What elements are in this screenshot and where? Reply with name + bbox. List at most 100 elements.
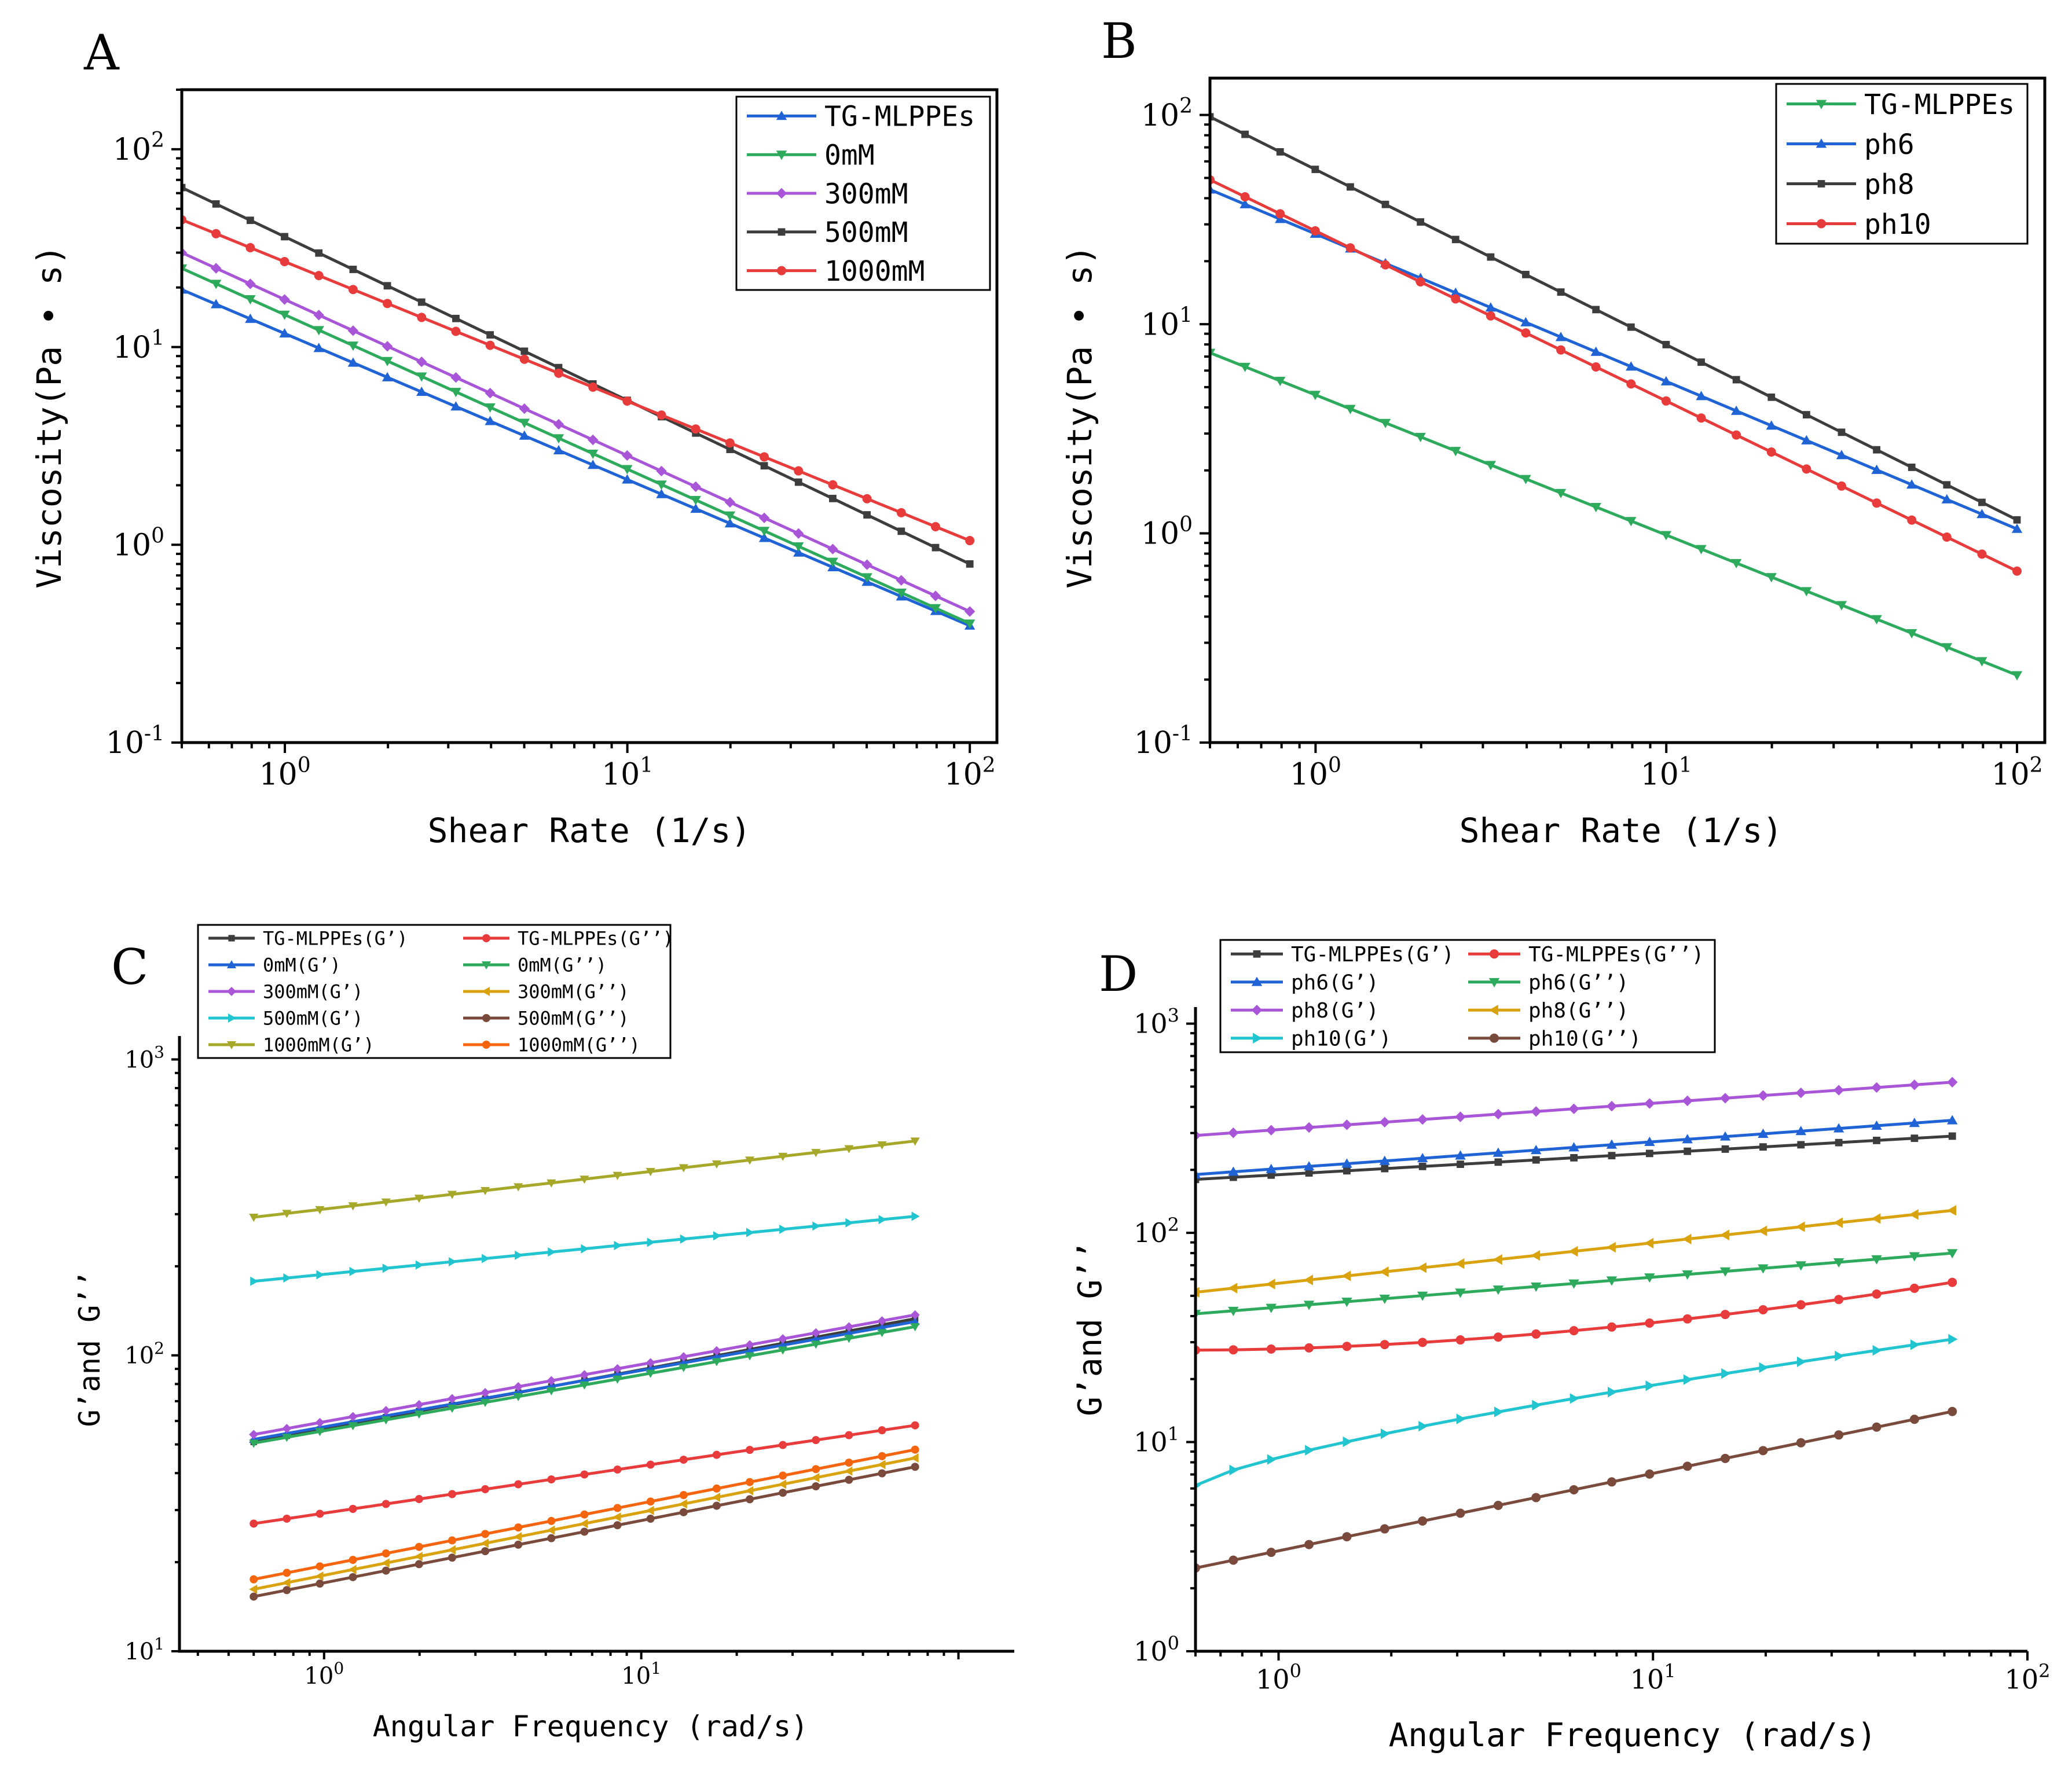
panel-c-ticks: 100 101 101 102 103 xyxy=(124,1043,960,1689)
panel-d-data-point xyxy=(1455,1288,1466,1298)
panel-b-y-tick-label: 102 xyxy=(1141,94,1193,133)
panel-a-data-point xyxy=(211,229,221,238)
panel-a-series-line xyxy=(182,218,971,542)
panel-d-data-point xyxy=(1758,1225,1767,1236)
panel-a-data-point xyxy=(964,606,976,617)
panel-a-series-line xyxy=(182,251,971,613)
panel-b-data-point xyxy=(1210,113,1214,121)
panel-b-data-point xyxy=(1415,432,1426,443)
panel-b-data-point xyxy=(1871,615,1882,624)
panel-d-legend-label: ph10(G’’) xyxy=(1528,1027,1641,1051)
panel-b-x-axis-label: Shear Rate (1/s) xyxy=(1459,811,1783,850)
panel-d-data-point xyxy=(1341,1270,1351,1281)
panel-c-data-point xyxy=(315,1417,325,1427)
panel-b-data-point xyxy=(1836,481,1846,491)
panel-a-data-point xyxy=(930,521,940,531)
panel-b-legend-label: ph10 xyxy=(1864,208,1931,241)
panel-b-data-point xyxy=(1730,559,1742,568)
panel-c-data-point xyxy=(382,1500,390,1508)
panel-b-data-point xyxy=(1380,418,1391,428)
panel-c-data-point xyxy=(580,1519,588,1529)
panel-d-data-point xyxy=(1455,1508,1465,1518)
panel-c-data-point xyxy=(646,1497,655,1506)
panel-d-data-point xyxy=(1834,1295,1844,1305)
panel-b-data-point xyxy=(1907,515,1917,525)
panel-b-data-point xyxy=(1310,226,1320,236)
panel-d-data-point xyxy=(1492,1254,1502,1265)
panel-b-data-point xyxy=(1239,199,1250,208)
panel-c-data-point xyxy=(547,1376,556,1386)
panel-letter-d: D xyxy=(1099,946,1138,1002)
panel-c-data-point xyxy=(514,1183,523,1192)
panel-d-legend-marker xyxy=(1490,949,1499,959)
panel-a-data-point xyxy=(245,243,255,252)
panel-d-data-point xyxy=(1948,1334,1958,1345)
panel-c-data-point xyxy=(779,1489,787,1497)
panel-c-data-point xyxy=(348,1202,358,1211)
panel-b-y-tick-label: 10-1 xyxy=(1134,722,1193,761)
panel-b-ticks: 100 101 102 10-1 100 101 102 xyxy=(1134,94,2043,792)
panel-d-data-point xyxy=(1684,1147,1692,1155)
panel-b-data-point xyxy=(1520,475,1531,484)
panel-c-data-point xyxy=(548,1247,556,1257)
panel-b-data-point xyxy=(1626,517,1637,527)
panel-b-series-line xyxy=(1210,351,2018,677)
panel-b-data-point xyxy=(1976,657,1987,667)
panel-a-data-point xyxy=(827,543,838,554)
panel-a-series-group xyxy=(182,183,976,630)
panel-c-data-point xyxy=(679,1164,688,1173)
panel-d-x-tick-label: 100 xyxy=(1256,1660,1301,1695)
panel-c-data-point xyxy=(381,1406,391,1416)
panel-d-data-point xyxy=(1342,1532,1352,1542)
panel-d-data-point xyxy=(1379,1266,1389,1277)
panel-a-data-point xyxy=(587,434,599,446)
panel-d-data-point xyxy=(1758,1446,1768,1456)
panel-c-y-axis-label: G’and G’’ xyxy=(73,1270,107,1427)
panel-a-data-point xyxy=(690,503,701,513)
panel-c-data-point xyxy=(547,1525,555,1535)
panel-c-y-tick-label: 102 xyxy=(124,1339,164,1369)
panel-c-data-point xyxy=(414,1195,424,1203)
panel-c-data-point xyxy=(547,1387,556,1395)
panel-a-y-tick-label: 101 xyxy=(113,326,164,365)
panel-c-data-point xyxy=(811,1340,821,1349)
panel-d-data-point xyxy=(1758,1090,1769,1101)
panel-d-data-point xyxy=(1682,1233,1692,1245)
panel-d-data-point xyxy=(1569,1326,1579,1336)
panel-b-data-point xyxy=(1557,288,1565,296)
panel-c-data-point xyxy=(713,1231,721,1241)
panel-c-legend-marker xyxy=(482,1014,490,1022)
panel-a-legend: TG-MLPPEs 0mM 300mM 500mM 1000mM xyxy=(735,95,991,291)
panel-d-data-point xyxy=(1531,1329,1541,1339)
panel-a-data-point xyxy=(553,434,564,444)
panel-d-data-point xyxy=(1947,1205,1957,1216)
panel-d-legend-label: ph8(G’) xyxy=(1291,999,1379,1023)
panel-letter-b: B xyxy=(1101,13,1137,69)
panel-d-data-point xyxy=(1834,1430,1844,1440)
panel-c-data-point xyxy=(349,1556,357,1564)
panel-d-data-point xyxy=(1418,1338,1428,1347)
panel-c-series-group xyxy=(249,1137,920,1601)
panel-b-data-point xyxy=(1661,396,1671,406)
panel-a-data-point xyxy=(758,527,770,537)
panel-d-data-point xyxy=(1456,1413,1466,1424)
panel-a-y-tick-label: 100 xyxy=(113,524,164,563)
panel-a-data-point xyxy=(212,200,220,208)
panel-b-legend-marker xyxy=(1816,138,1827,148)
panel-c-data-point xyxy=(349,1573,357,1581)
panel-d-data-point xyxy=(1417,1262,1427,1273)
panel-a-data-point xyxy=(246,216,254,225)
panel-letter-c: C xyxy=(111,939,148,995)
panel-d-data-point xyxy=(1606,1276,1618,1286)
panel-b-data-point xyxy=(1417,218,1425,226)
panel-c-data-point xyxy=(481,1485,490,1494)
panel-d-data-point xyxy=(1531,1144,1542,1155)
panel-d-data-point xyxy=(1721,1310,1730,1320)
panel-c-data-point xyxy=(581,1244,589,1254)
panel-a-legend-marker xyxy=(776,111,787,120)
panel-a-data-point xyxy=(794,466,804,476)
panel-c-data-point xyxy=(448,1553,456,1562)
panel-d-y-tick-label: 100 xyxy=(1134,1632,1179,1667)
panel-a-data-point xyxy=(417,298,426,306)
panel-a-data-point xyxy=(486,331,494,339)
